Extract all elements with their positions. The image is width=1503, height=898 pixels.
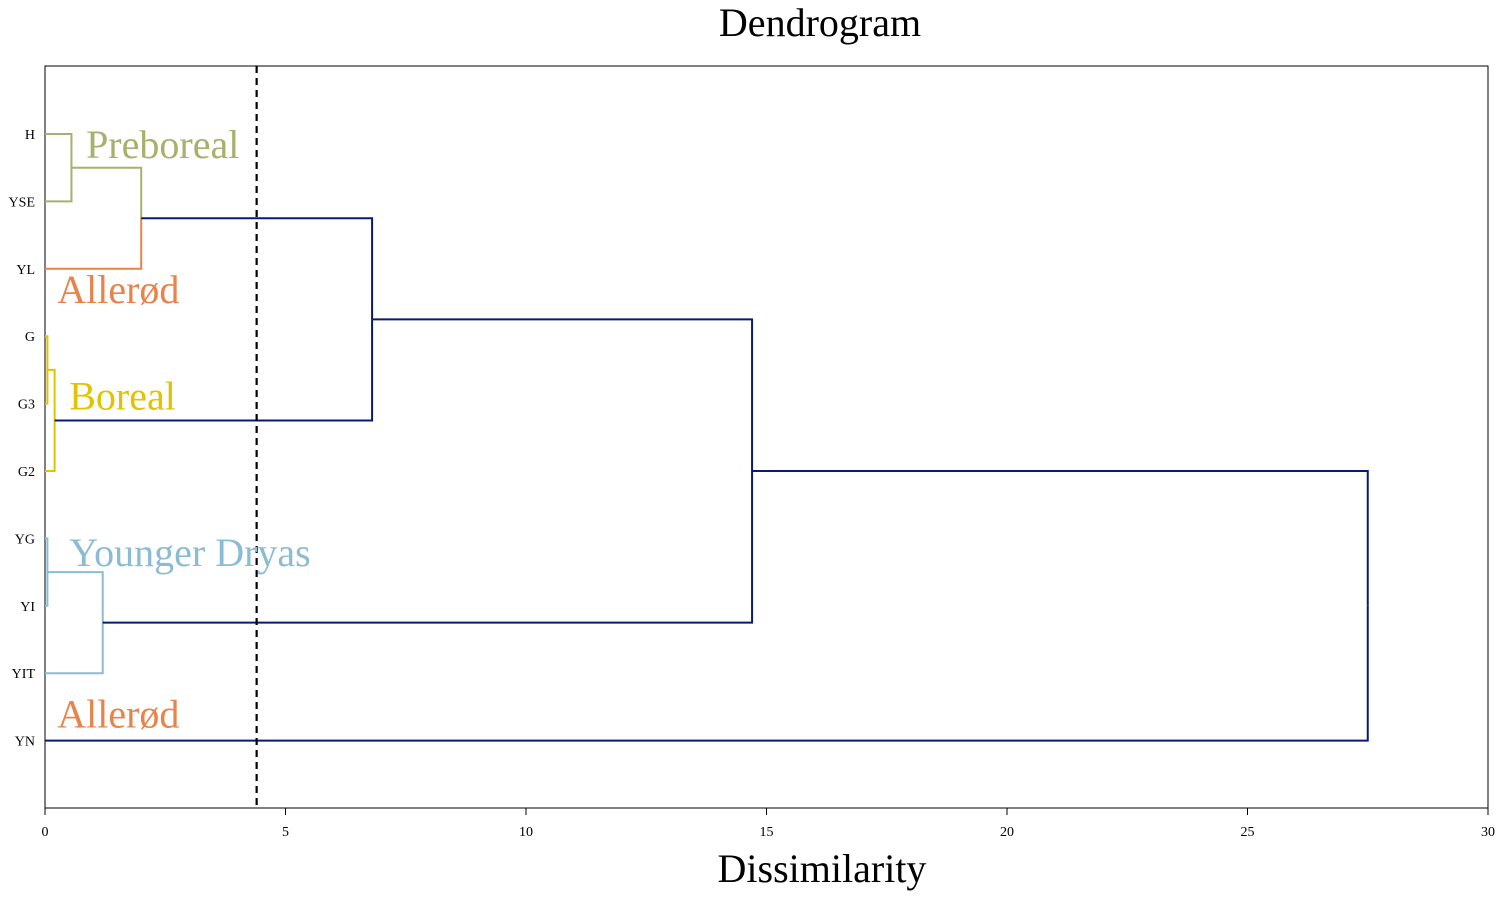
cluster-label: Allerød — [57, 692, 179, 737]
x-tick-label: 30 — [1481, 825, 1495, 840]
dendrogram-link — [45, 420, 56, 472]
leaf-label: YG — [15, 532, 35, 547]
dendrogram-link — [45, 605, 1369, 742]
x-axis-title: Dissimilarity — [718, 846, 927, 891]
x-tick-label: 10 — [519, 825, 533, 840]
dendrogram-link — [45, 537, 49, 573]
leaf-label: YSE — [9, 195, 35, 210]
leaf-label: H — [25, 128, 35, 143]
leaf-label: G3 — [18, 398, 35, 413]
x-tick-label: 20 — [1000, 825, 1014, 840]
dendrogram-link — [141, 217, 374, 320]
dendrogram-link — [45, 369, 49, 405]
leaf-labels: H YSE YL G G3 G2 YG YI YIT YN — [9, 128, 36, 750]
x-axis-ticks: 0 5 10 15 20 25 30 — [42, 808, 1495, 840]
dendrogram-link — [102, 471, 754, 624]
leaf-label: G — [25, 330, 35, 345]
cluster-labels: Preboreal Allerød Boreal Younger Dryas Aller… — [57, 122, 311, 737]
cluster-label: Boreal — [69, 374, 176, 419]
x-tick-label: 15 — [760, 825, 774, 840]
plot-frame — [44, 65, 1489, 809]
dendrogram-link — [45, 167, 73, 203]
x-tick-label: 0 — [42, 825, 49, 840]
dendrogram-link — [71, 166, 143, 219]
dendrogram-link — [45, 335, 49, 370]
dendrogram-link — [45, 218, 143, 270]
dendrogram-link — [45, 622, 104, 675]
x-tick-label: 25 — [1241, 825, 1255, 840]
leaf-label: YI — [20, 600, 35, 615]
dendrogram-link — [752, 470, 1369, 606]
cluster-label: Preboreal — [86, 122, 239, 167]
cluster-label: Allerød — [57, 267, 179, 312]
dendrogram-link — [47, 368, 56, 421]
leaf-label: YIT — [12, 667, 36, 682]
x-tick-label: 5 — [282, 825, 289, 840]
leaf-label: YN — [15, 735, 35, 750]
leaf-label: YL — [16, 263, 35, 278]
chart-title: Dendrogram — [719, 0, 921, 45]
dendrogram-link — [45, 133, 73, 168]
dendrogram-links — [45, 133, 1369, 742]
dendrogram-link — [45, 572, 49, 607]
dendrogram-link — [47, 571, 104, 623]
leaf-label: G2 — [18, 465, 35, 480]
dendrogram-link — [54, 319, 374, 422]
cluster-label: Younger Dryas — [69, 530, 310, 575]
dendrogram-link — [372, 318, 754, 471]
